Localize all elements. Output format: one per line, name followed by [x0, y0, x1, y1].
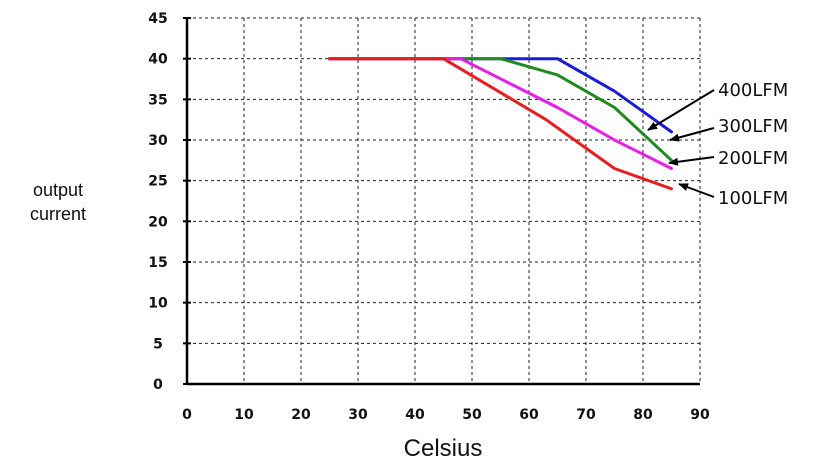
series-line-400lfm [328, 57, 673, 134]
y-tick-label: 0 [153, 377, 163, 393]
x-tick-label: 70 [576, 407, 596, 423]
y-tick-label: 40 [148, 52, 168, 68]
x-tick-label: 50 [462, 407, 482, 423]
series-label-100lfm: 100LFM [718, 188, 788, 209]
y-tick-label: 45 [148, 11, 167, 27]
y-axis-label-line-2: current [30, 204, 86, 224]
series-label-300lfm: 300LFM [718, 116, 788, 137]
series-label-400lfm: 400LFM [718, 80, 788, 101]
x-tick-labels: 0 10 20 30 40 50 60 70 80 90 [182, 407, 710, 423]
y-tick-labels: 0 5 10 15 20 25 30 35 40 45 [148, 11, 191, 393]
x-tick-label: 80 [633, 407, 653, 423]
axes [185, 18, 700, 386]
x-axis-label: Celsius [404, 435, 483, 462]
x-tick-label: 90 [690, 407, 710, 423]
y-tick-label: 10 [148, 296, 168, 312]
x-tick-label: 20 [291, 407, 311, 423]
grid [187, 17, 701, 384]
y-tick-label: 5 [153, 336, 163, 352]
x-tick-label: 10 [234, 407, 254, 423]
y-tick-label: 15 [148, 255, 167, 271]
x-tick-label: 60 [519, 407, 539, 423]
series-group [328, 57, 673, 191]
y-tick-label: 20 [148, 214, 168, 230]
y-tick-label: 30 [148, 133, 168, 149]
x-tick-label: 30 [348, 407, 368, 423]
series-label-200lfm: 200LFM [718, 148, 788, 169]
y-axis-label-line-1: output [33, 180, 83, 200]
y-tick-label: 35 [148, 92, 167, 108]
y-tick-label: 25 [148, 174, 167, 190]
series-label-arrow [668, 156, 715, 166]
series-line-100lfm [328, 57, 673, 191]
series-line-300lfm [328, 57, 673, 162]
series-label-arrow [678, 183, 715, 198]
x-tick-label: 40 [405, 407, 425, 423]
series-label-arrow [669, 127, 715, 142]
series-labels: 400LFM 300LFM 200LFM 100LFM [647, 80, 788, 209]
x-tick-label: 0 [182, 407, 192, 423]
series-label-arrow [647, 89, 715, 131]
